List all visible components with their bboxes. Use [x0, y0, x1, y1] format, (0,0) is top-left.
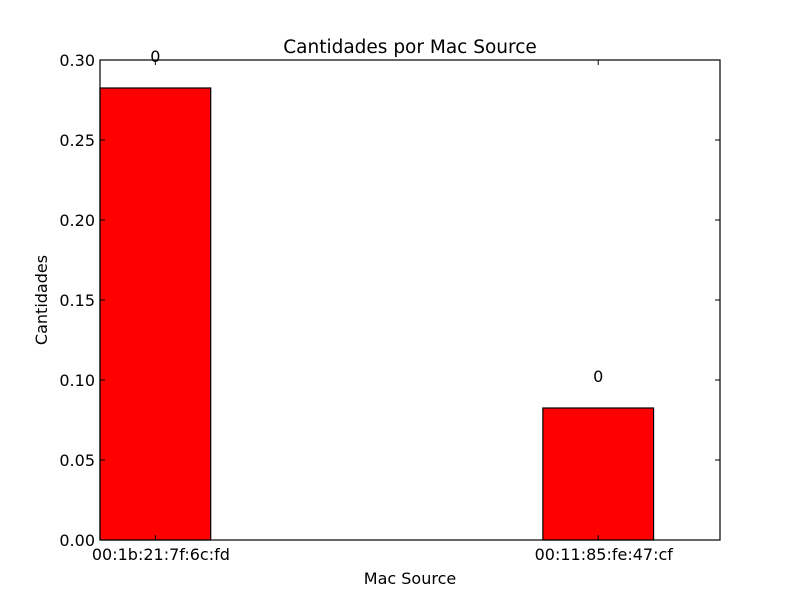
text-layer: Cantidades por Mac Source Mac Source Can…	[32, 37, 673, 588]
x-tick-label-1: 00:1b:21:7f:6c:fd	[92, 545, 230, 564]
y-tick-label-5: 0.25	[59, 131, 95, 150]
bar-value-label-2: 0	[593, 367, 603, 386]
y-tick-label-4: 0.20	[59, 211, 95, 230]
bar-1	[99, 87, 212, 541]
y-tick-label-1: 0.05	[59, 451, 95, 470]
chart-title: Cantidades por Mac Source	[283, 37, 537, 58]
x-tick-label-2: 00:11:85:fe:47:cf	[535, 545, 674, 564]
plot-frame	[99, 59, 721, 541]
y-tick-label-6: 0.30	[59, 51, 95, 70]
x-axis-label: Mac Source	[364, 569, 456, 588]
bars-layer	[99, 87, 655, 541]
y-tick-label-0: 0.00	[59, 531, 95, 550]
y-axis-label: Cantidades	[32, 255, 51, 345]
y-tick-label-3: 0.15	[59, 291, 95, 310]
axes-layer	[99, 59, 721, 541]
bar-2	[542, 407, 655, 541]
y-tick-label-2: 0.10	[59, 371, 95, 390]
bar-value-label-1: 0	[150, 47, 160, 66]
